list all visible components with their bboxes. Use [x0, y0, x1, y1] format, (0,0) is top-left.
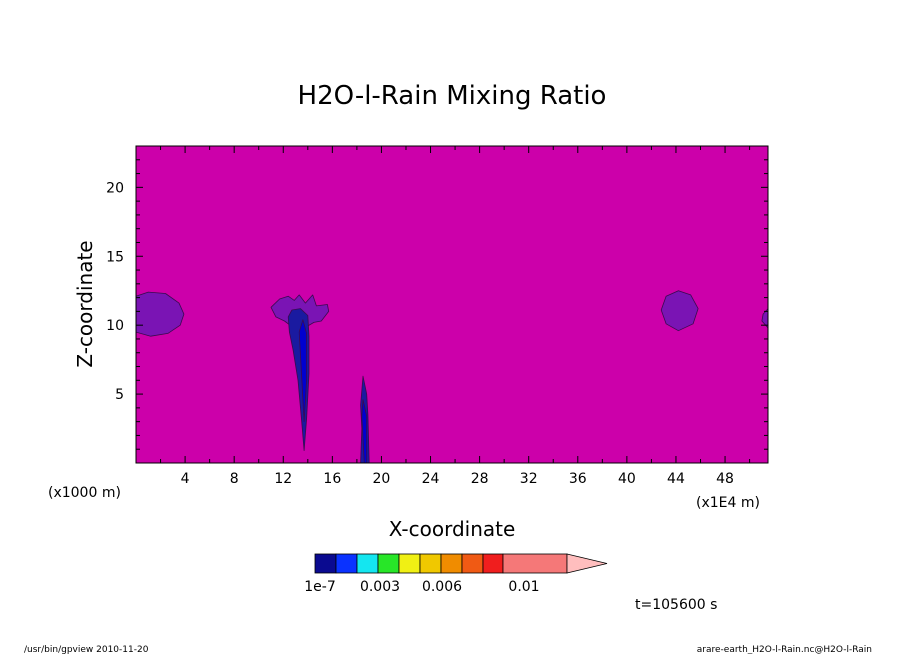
x-tick-label: 32: [520, 471, 538, 487]
cloud-right: [660, 290, 699, 332]
colorbar-segment: [314, 553, 337, 574]
x-ticks: 4 8 12 16 20 24 28 32 36 40 44 48: [160, 146, 751, 487]
colorbar-segment: [482, 553, 504, 574]
colorbar-segment: [335, 553, 358, 574]
x-tick-label: 36: [569, 471, 587, 487]
cloud-edge: [761, 308, 768, 329]
colorbar-segment: [502, 553, 568, 574]
colorbar-labels: 1e-7 0.003 0.006 0.01: [304, 579, 539, 595]
plot-frame: [135, 145, 769, 464]
x-tick-label: 40: [618, 471, 636, 487]
contour-features: [136, 290, 768, 463]
x-unit-left: (x1000 m): [48, 485, 121, 501]
x-tick-label: 4: [181, 471, 190, 487]
colorbar-segment: [461, 553, 484, 574]
colorbar-segment: [377, 553, 400, 574]
footer-right: arare-earth_H2O-l-Rain.nc@H2O-l-Rain: [697, 645, 872, 654]
x-tick-label: 16: [323, 471, 341, 487]
y-tick-label: 5: [115, 387, 124, 403]
footer-left: /usr/bin/gpview 2010-11-20: [24, 645, 149, 654]
field-background: [136, 146, 768, 463]
x-tick-label: 24: [422, 471, 440, 487]
chart-title: H2O-l-Rain Mixing Ratio: [298, 81, 607, 111]
rain-shaft-1-core: [298, 319, 308, 423]
colorbar-label: 0.006: [422, 579, 462, 595]
x-tick-label: 44: [667, 471, 685, 487]
x-unit-right: (x1E4 m): [696, 495, 760, 511]
cloud-left: [136, 291, 185, 337]
colorbar-label: 0.003: [360, 579, 400, 595]
y-ticks: 5 10 15 20: [106, 159, 768, 450]
colorbar-label: 1e-7: [304, 579, 335, 595]
x-tick-label: 48: [716, 471, 734, 487]
colorbar-segment: [440, 553, 463, 574]
colorbar-label: 0.01: [508, 579, 539, 595]
x-tick-label: 20: [373, 471, 391, 487]
x-tick-label: 28: [471, 471, 489, 487]
time-label: t=105600 s: [635, 597, 717, 613]
colorbar: [314, 553, 608, 574]
plot-area: [136, 146, 768, 463]
x-axis-label: X-coordinate: [389, 517, 516, 541]
y-tick-label: 10: [106, 318, 124, 334]
colorbar-segment: [398, 553, 421, 574]
y-tick-label: 15: [106, 249, 124, 265]
colorbar-extension: [566, 553, 608, 574]
colorbar-segment: [419, 553, 442, 574]
x-tick-label: 8: [230, 471, 239, 487]
y-tick-label: 20: [106, 180, 124, 196]
x-tick-label: 12: [274, 471, 292, 487]
colorbar-segment: [356, 553, 379, 574]
rain-shaft-2-core: [361, 399, 368, 463]
y-axis-label: Z-coordinate: [73, 240, 97, 367]
